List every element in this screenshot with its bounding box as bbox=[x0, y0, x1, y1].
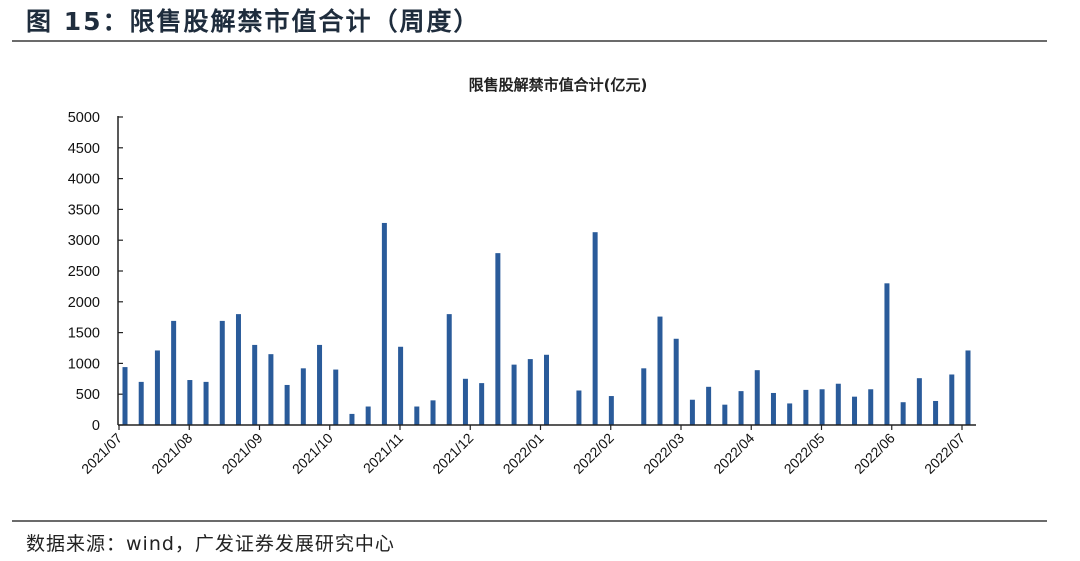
chart-title: 限售股解禁市值合计(亿元) bbox=[0, 74, 1060, 95]
bar bbox=[527, 359, 533, 425]
x-tick-label: 2022/02 bbox=[570, 430, 617, 477]
bar bbox=[122, 367, 128, 425]
bar bbox=[641, 368, 647, 425]
x-tick-label: 2022/06 bbox=[851, 430, 898, 477]
bar bbox=[722, 404, 728, 425]
bar bbox=[706, 386, 712, 425]
bar bbox=[770, 392, 776, 425]
bar bbox=[154, 350, 160, 425]
bar bbox=[398, 346, 404, 425]
y-tick-label: 3000 bbox=[68, 233, 100, 249]
bar bbox=[381, 222, 387, 425]
bar bbox=[414, 406, 420, 425]
bar bbox=[317, 344, 323, 425]
bar bbox=[462, 378, 468, 425]
y-tick-label: 4500 bbox=[68, 141, 100, 157]
bar bbox=[284, 384, 290, 425]
x-tick-label: 2022/04 bbox=[710, 430, 757, 477]
x-tick-label: 2021/09 bbox=[219, 430, 266, 477]
bar bbox=[333, 369, 339, 425]
bar bbox=[868, 389, 874, 425]
bar bbox=[933, 400, 939, 425]
bar bbox=[252, 344, 258, 425]
bar bbox=[430, 400, 436, 425]
figure-title: 图 15：限售股解禁市值合计（周度） bbox=[26, 7, 481, 36]
bar bbox=[673, 338, 679, 425]
bar bbox=[544, 354, 549, 425]
x-tick-label: 2021/08 bbox=[148, 430, 195, 477]
top-divider bbox=[12, 40, 1047, 42]
y-tick-label: 3500 bbox=[68, 202, 100, 218]
y-axis: 0 500 1000 1500 2000 2500 3000 3500 4000 4500 5000 bbox=[68, 110, 123, 434]
bar bbox=[138, 381, 144, 425]
y-tick-label: 5000 bbox=[68, 110, 100, 126]
bar bbox=[495, 253, 501, 425]
bar bbox=[787, 403, 793, 425]
bar bbox=[187, 380, 193, 425]
y-tick-label: 0 bbox=[92, 418, 100, 434]
bar bbox=[657, 316, 663, 425]
bar bbox=[689, 399, 695, 425]
bar bbox=[268, 354, 274, 425]
y-tick-label: 1000 bbox=[68, 356, 100, 372]
y-tick-label: 1500 bbox=[68, 326, 100, 342]
bottom-divider bbox=[12, 520, 1047, 522]
bar bbox=[446, 314, 452, 425]
bar bbox=[803, 389, 809, 425]
bar bbox=[900, 402, 906, 425]
bar bbox=[203, 381, 209, 425]
bar bbox=[349, 413, 355, 425]
bar bbox=[365, 406, 371, 425]
y-tick-label: 4000 bbox=[68, 172, 100, 188]
bar bbox=[219, 320, 225, 425]
x-tick-label: 2021/12 bbox=[429, 430, 476, 477]
x-tick-label: 2021/10 bbox=[289, 430, 336, 477]
bar bbox=[738, 391, 744, 425]
x-tick-label: 2022/01 bbox=[500, 430, 547, 477]
x-axis: 2021/07 2021/08 2021/09 2021/10 2021/11 2021/… bbox=[78, 424, 976, 477]
chart-title-text: 限售股解禁市值合计(亿元) bbox=[468, 76, 648, 94]
bar bbox=[835, 383, 841, 425]
bar bbox=[754, 370, 760, 425]
bar bbox=[592, 232, 598, 425]
bar bbox=[884, 283, 890, 425]
bars bbox=[122, 222, 971, 425]
x-tick-label: 2021/07 bbox=[78, 430, 125, 477]
bar bbox=[852, 396, 858, 425]
bar bbox=[300, 368, 306, 425]
bar bbox=[949, 374, 955, 425]
x-tick-label: 2022/07 bbox=[921, 430, 968, 477]
bar bbox=[235, 314, 241, 425]
bar bbox=[916, 378, 922, 425]
x-tick-label: 2021/11 bbox=[360, 430, 407, 477]
bar bbox=[608, 396, 614, 425]
bar bbox=[819, 389, 825, 425]
y-tick-label: 2500 bbox=[68, 264, 100, 280]
bar bbox=[479, 383, 485, 425]
x-tick-label: 2022/05 bbox=[781, 430, 828, 477]
y-tick-label: 500 bbox=[76, 387, 100, 403]
bar bbox=[171, 320, 177, 425]
bar bbox=[511, 364, 517, 425]
data-source-note: 数据来源：wind，广发证券发展研究中心 bbox=[26, 533, 395, 555]
x-tick-label: 2022/03 bbox=[640, 430, 687, 477]
bar bbox=[965, 350, 971, 425]
y-tick-label: 2000 bbox=[68, 295, 100, 311]
bar bbox=[576, 390, 582, 425]
